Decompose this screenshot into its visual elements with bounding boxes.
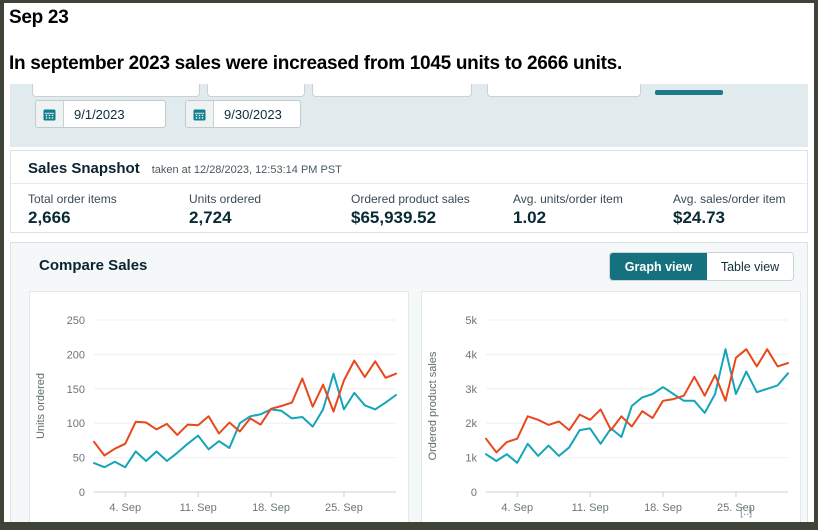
series-line-teal	[93, 372, 397, 469]
table-view-button[interactable]: Table view	[707, 253, 793, 280]
x-tick-label: 25. Sep	[717, 502, 755, 514]
clipped-dropdown-4[interactable]	[487, 84, 641, 97]
metric-label: Avg. units/order item	[513, 192, 623, 206]
annotation-summary: In september 2023 sales were increased f…	[9, 53, 622, 74]
end-date-value[interactable]: 9/30/2023	[224, 106, 282, 122]
series-line-teal	[485, 348, 789, 464]
metric-value: 2,666	[28, 208, 71, 227]
y-tick-label: 200	[67, 349, 85, 361]
series-line-red	[93, 359, 397, 457]
metric-value: $24.73	[673, 208, 725, 227]
x-tick-label: 11. Sep	[572, 502, 609, 514]
y-tick-label: 0	[79, 487, 85, 499]
sales-snapshot-title: Sales Snapshot	[28, 160, 140, 177]
sales-snapshot-panel: Sales Snapshot taken at 12/28/2023, 12:5…	[10, 150, 808, 233]
metric-units-ordered: Units ordered 2,724	[189, 192, 261, 228]
view-toggle: Graph view Table view	[610, 253, 793, 280]
x-tick-label: 25. Sep	[325, 502, 363, 514]
clipped-dropdown-3[interactable]	[312, 84, 472, 97]
y-tick-label: 4k	[465, 349, 477, 361]
x-tick-label: 4. Sep	[109, 502, 141, 514]
start-date-field[interactable]: 9/1/2023	[35, 100, 166, 128]
y-tick-label: 2k	[465, 418, 477, 430]
metric-avg-units-order-item: Avg. units/order item 1.02	[513, 192, 623, 228]
ordered-product-sales-chart-card: 0 1k 2k 3k 4k 5k 4. Sep 11. Sep 18. Sep 25. Sep Or…	[421, 291, 801, 522]
y-tick-label: 0	[471, 487, 477, 499]
metric-label: Ordered product sales	[351, 192, 470, 206]
metric-value: $65,939.52	[351, 208, 437, 227]
y-tick-label: 1k	[465, 453, 477, 465]
ordered-product-sales-chart: 0 1k 2k 3k 4k 5k 4. Sep 11. Sep 18. Sep 25. Sep Or…	[427, 315, 789, 514]
clipped-footer-text: [..]	[740, 506, 753, 518]
units-ordered-chart: 0 50 100 150 200 250 4. Sep 11. Sep 18. Sep 25. S…	[35, 315, 397, 514]
metric-label: Total order items	[28, 192, 117, 206]
annotation-date: Sep 23	[9, 7, 69, 28]
calendar-icon[interactable]	[186, 101, 214, 127]
y-axis-title: Units ordered	[35, 373, 47, 439]
clipped-dropdown-2[interactable]	[207, 84, 305, 97]
y-tick-label: 3k	[465, 384, 477, 396]
metric-label: Avg. sales/order item	[673, 192, 786, 206]
metric-avg-sales-order-item: Avg. sales/order item $24.73	[673, 192, 786, 228]
metric-total-order-items: Total order items 2,666	[28, 192, 117, 228]
y-tick-label: 250	[67, 315, 85, 327]
units-ordered-chart-card: 0 50 100 150 200 250 4. Sep 11. Sep 18. Sep 25. S…	[29, 291, 409, 522]
metric-value: 1.02	[513, 208, 547, 227]
x-tick-label: 11. Sep	[180, 502, 217, 514]
x-tick-label: 18. Sep	[252, 502, 290, 514]
filter-bar: 9/1/2023 9/30/2023	[10, 84, 808, 147]
compare-sales-panel: Compare Sales Graph view Table view 0 50 1…	[10, 242, 808, 522]
y-axis-title: Ordered product sales	[427, 351, 439, 460]
sales-snapshot-header: Sales Snapshot taken at 12/28/2023, 12:5…	[11, 151, 807, 183]
page-content: Sep 23 In september 2023 sales were incr…	[4, 3, 814, 522]
metric-value: 2,724	[189, 208, 232, 227]
start-date-value[interactable]: 9/1/2023	[74, 106, 125, 122]
y-tick-label: 150	[67, 384, 85, 396]
snapshot-timestamp: taken at 12/28/2023, 12:53:14 PM PST	[151, 164, 342, 176]
x-tick-label: 18. Sep	[644, 502, 682, 514]
metric-ordered-product-sales: Ordered product sales $65,939.52	[351, 192, 470, 228]
y-tick-label: 50	[73, 453, 85, 465]
clipped-apply-button[interactable]	[655, 90, 723, 95]
compare-sales-title: Compare Sales	[39, 257, 148, 274]
divider	[11, 183, 807, 184]
clipped-dropdown-1[interactable]	[32, 84, 200, 97]
end-date-field[interactable]: 9/30/2023	[185, 100, 301, 128]
graph-view-button[interactable]: Graph view	[610, 253, 707, 280]
x-tick-label: 4. Sep	[501, 502, 533, 514]
y-tick-label: 5k	[465, 315, 477, 327]
series-line-red	[485, 348, 789, 454]
calendar-icon[interactable]	[36, 101, 64, 127]
y-tick-label: 100	[67, 418, 85, 430]
metric-label: Units ordered	[189, 192, 262, 206]
